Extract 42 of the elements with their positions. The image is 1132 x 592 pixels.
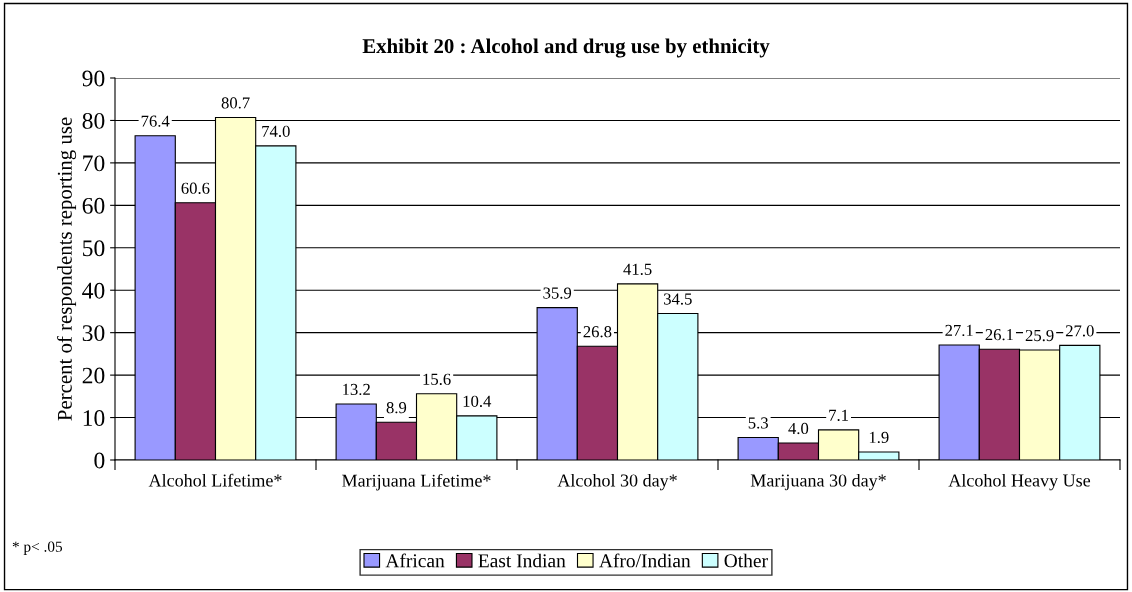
y-tick-label: 50	[83, 240, 105, 257]
x-tick-label: Alcohol Lifetime*	[148, 473, 282, 487]
x-tick-label: Alcohol 30 day*	[557, 473, 677, 491]
data-label: 13.2	[343, 383, 370, 396]
data-label: 1.9	[869, 431, 889, 444]
data-label: 7.1	[829, 409, 849, 421]
data-label: 27.0	[1065, 325, 1094, 337]
y-tick-label: 90	[82, 70, 105, 87]
data-label: 74.0	[262, 125, 290, 138]
y-tick-label: 60	[82, 197, 105, 214]
x-tick-label: Marijuana Lifetime*	[342, 473, 491, 491]
data-label: 15.6	[423, 373, 451, 385]
data-label: 25.9	[1025, 329, 1054, 342]
data-label: 60.6	[181, 182, 210, 194]
data-label: 4.0	[788, 422, 809, 435]
y-tick-label: 80	[82, 112, 105, 129]
y-tick-label: 20	[82, 367, 105, 384]
data-label: 26.1	[985, 329, 1013, 341]
data-label: 5.3	[748, 417, 768, 429]
y-tick-label: 10	[83, 410, 105, 426]
x-tick-label: Alcohol Heavy Use	[948, 473, 1091, 491]
data-label: 34.5	[664, 293, 692, 305]
data-label: 26.8	[583, 326, 612, 338]
y-tick-label: 70	[83, 155, 105, 172]
y-axis-title: Percent of respondents reporting use	[56, 117, 77, 421]
data-label: 8.9	[386, 402, 407, 414]
legend-label: East Indian	[478, 553, 566, 568]
data-label: 27.1	[945, 324, 973, 337]
legend-label: Other	[724, 553, 768, 568]
x-tick-label: Marijuana 30 day*	[750, 473, 886, 491]
text: * p< .05	[12, 541, 63, 555]
data-label: 41.5	[623, 263, 652, 275]
data-label: 80.7	[221, 97, 250, 109]
chart-title: Exhibit 20 : Alcohol and drug use by ethnicity	[362, 38, 770, 58]
y-tick-label: 40	[82, 282, 105, 299]
y-tick-label: 30	[82, 325, 105, 342]
legend-label: Afro/Indian	[599, 553, 691, 568]
data-label: 35.9	[543, 287, 572, 299]
legend-label: African	[385, 553, 445, 568]
data-label: 76.4	[141, 115, 170, 127]
data-label: 10.4	[463, 395, 492, 407]
y-tick-label: 0	[94, 452, 105, 469]
